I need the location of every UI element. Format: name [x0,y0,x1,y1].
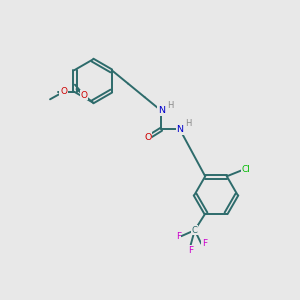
Text: H: H [185,119,191,128]
Text: H: H [168,101,174,110]
Text: F: F [188,246,193,255]
Text: N: N [158,106,165,115]
Text: C: C [192,226,198,235]
Text: O: O [144,133,152,142]
Text: N: N [176,125,183,134]
Text: O: O [80,91,87,100]
Text: F: F [202,239,207,248]
Text: F: F [176,232,181,241]
Text: O: O [60,87,67,96]
Text: Cl: Cl [242,165,251,174]
